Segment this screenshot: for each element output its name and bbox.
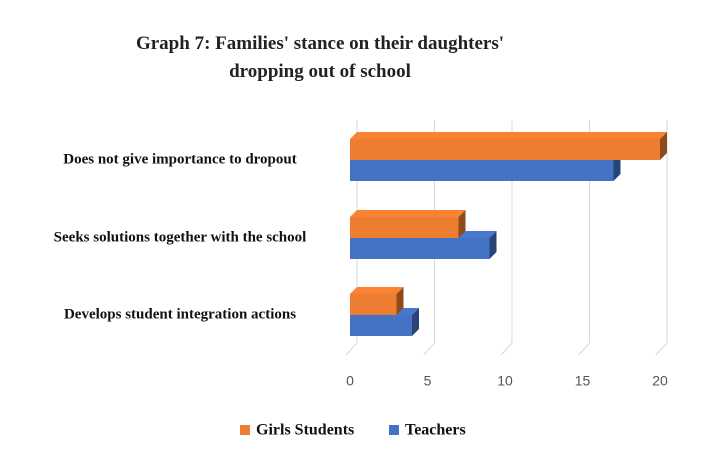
y-tick-label: Seeks solutions together with the school xyxy=(53,229,307,246)
grid-floor xyxy=(578,342,590,356)
legend-label: Teachers xyxy=(405,422,466,439)
x-tick-label: 15 xyxy=(575,373,591,389)
grid-floor xyxy=(345,342,358,356)
legend-swatch xyxy=(240,425,250,435)
x-tick-label: 20 xyxy=(652,373,668,389)
bar xyxy=(350,139,660,160)
bar-side xyxy=(396,287,404,315)
x-tick-label: 5 xyxy=(424,373,432,389)
bar xyxy=(350,294,397,315)
bar-side xyxy=(660,132,667,160)
y-tick-label: Does not give importance to dropout xyxy=(63,151,297,168)
legend-label: Girls Students xyxy=(256,422,354,439)
bar-top xyxy=(350,287,404,294)
bar xyxy=(350,238,490,259)
x-tick-label: 0 xyxy=(346,373,354,389)
chart-title: Graph 7: Families' stance on their daugh… xyxy=(135,33,505,82)
bar-side xyxy=(458,210,466,238)
legend-swatch xyxy=(389,425,399,435)
bar xyxy=(350,315,412,336)
y-tick-label: Develops student integration actions xyxy=(63,306,297,323)
bar xyxy=(350,160,614,181)
bar xyxy=(350,217,459,238)
bar-top xyxy=(350,132,667,139)
grid-floor xyxy=(500,342,513,356)
bar-side xyxy=(489,231,497,259)
grid-floor xyxy=(655,342,668,356)
bar-side xyxy=(412,308,419,336)
grid-floor xyxy=(423,342,435,356)
x-tick-label: 10 xyxy=(497,373,513,389)
bar-top xyxy=(350,210,466,217)
